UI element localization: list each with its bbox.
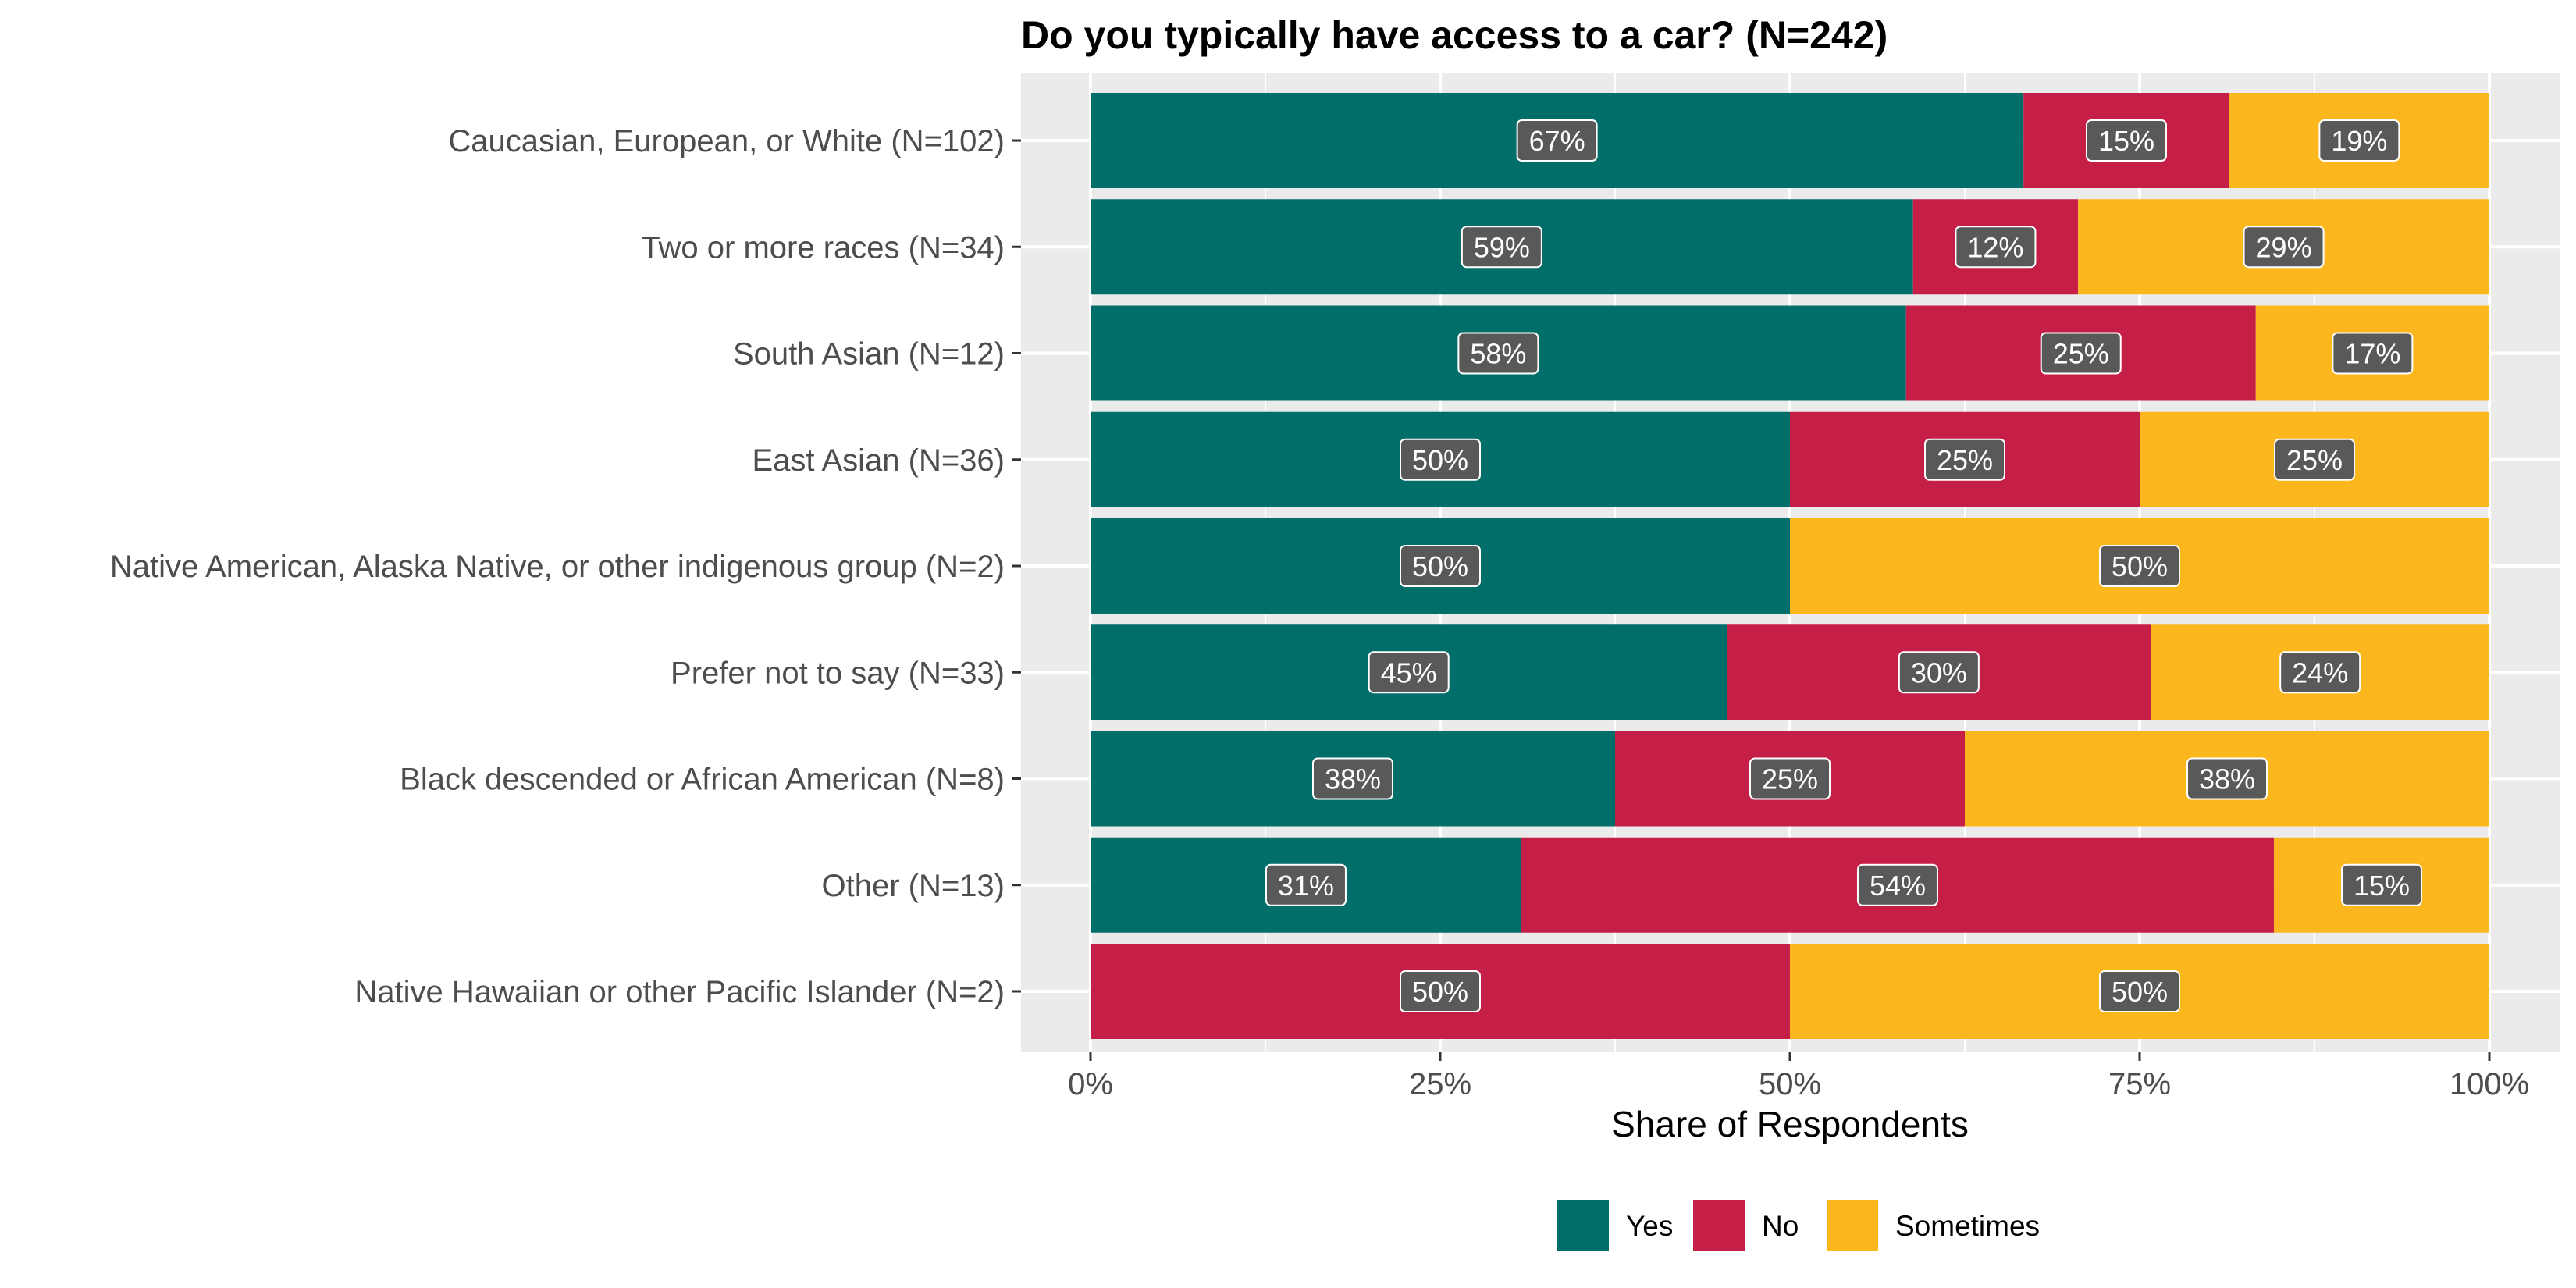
data-label: 25% [1762, 763, 1818, 795]
category-label: Native American, Alaska Native, or other… [110, 550, 1005, 584]
data-label-box [1265, 863, 1347, 906]
data-label-box [1924, 438, 2005, 481]
category-label: East Asian (N=36) [753, 443, 1005, 478]
x-tick-label: 75% [2108, 1067, 2171, 1101]
category-label: Native Hawaiian or other Pacific Islande… [354, 975, 1005, 1009]
data-label-box [2341, 863, 2423, 906]
data-label: 31% [1278, 870, 1334, 902]
data-label-box [2186, 757, 2268, 800]
legend: Yes No Sometimes [1557, 1200, 2040, 1251]
data-label-box [1368, 651, 1450, 694]
data-label-box [2099, 545, 2180, 587]
legend-swatch [1693, 1200, 1745, 1251]
legend-swatch [1827, 1200, 1878, 1251]
data-label: 30% [1911, 656, 1967, 688]
data-label-box [1461, 226, 1542, 269]
category-label: South Asian (N=12) [733, 337, 1005, 372]
data-label: 29% [2256, 231, 2312, 263]
data-label: 50% [1412, 550, 1468, 582]
x-tick-label: 25% [1409, 1067, 1471, 1101]
data-label-box [1457, 332, 1539, 375]
legend-swatch [1557, 1200, 1609, 1251]
data-label: 24% [2292, 656, 2348, 688]
x-tick-label: 100% [2450, 1067, 2529, 1101]
data-label: 12% [1967, 231, 2023, 263]
category-label: Black descended or African American (N=8… [400, 763, 1005, 797]
legend-label: Yes [1626, 1210, 1673, 1242]
data-label: 38% [2199, 763, 2255, 795]
data-label: 38% [1325, 763, 1381, 795]
data-label-box [1516, 119, 1598, 162]
data-label: 17% [2344, 338, 2400, 370]
data-label-box [1898, 651, 1980, 694]
data-label-box [2274, 438, 2355, 481]
category-label: Prefer not to say (N=33) [671, 656, 1005, 690]
data-label: 67% [1529, 125, 1585, 157]
data-label-box [1312, 757, 1393, 800]
data-label: 58% [1470, 338, 1526, 370]
data-label: 50% [1412, 976, 1468, 1008]
category-label: Two or more races (N=34) [641, 230, 1005, 265]
data-label-box [2318, 119, 2400, 162]
x-tick-label: 50% [1759, 1067, 1821, 1101]
data-label-box [2040, 332, 2122, 375]
data-label-box [2279, 651, 2361, 694]
data-label: 25% [2286, 444, 2343, 476]
data-label-box [2099, 970, 2180, 1012]
x-axis: 0% 25% 50% 75% 100% [1068, 1052, 2529, 1101]
data-label-box [1400, 438, 1481, 481]
data-label: 25% [1937, 444, 1993, 476]
data-label: 45% [1381, 656, 1437, 688]
data-label-box [1400, 545, 1481, 587]
category-label: Other (N=13) [821, 869, 1005, 903]
data-label: 50% [2112, 550, 2168, 582]
y-axis: Caucasian, European, or White (N=102) Two… [110, 124, 1021, 1009]
data-label: 19% [2331, 125, 2387, 157]
x-tick-label: 0% [1068, 1067, 1113, 1101]
data-label: 50% [1412, 444, 1468, 476]
data-label-box [1955, 226, 2037, 269]
data-label: 15% [2354, 870, 2410, 902]
x-axis-title: Share of Respondents [1611, 1104, 1969, 1144]
category-label: Caucasian, European, or White (N=102) [448, 124, 1005, 158]
data-label-box [2085, 119, 2167, 162]
chart-title: Do you typically have access to a car? (… [1021, 13, 1888, 57]
data-label: 25% [2053, 338, 2109, 370]
data-label: 54% [1870, 870, 1926, 902]
data-label-box [1400, 970, 1481, 1012]
data-labels: 67% 15% 19% 59% 12% 29% 58% 25% 17% 50% 25% 25% 50% 5… [1265, 119, 2423, 1012]
data-label: 59% [1474, 231, 1530, 263]
data-label-box [2243, 226, 2325, 269]
bars [1091, 93, 2489, 1039]
data-label: 50% [2112, 976, 2168, 1008]
data-label-box [1856, 863, 1938, 906]
data-label-box [2332, 332, 2414, 375]
data-label: 15% [2098, 125, 2154, 157]
legend-label: No [1762, 1210, 1799, 1242]
legend-label: Sometimes [1895, 1210, 2040, 1242]
data-label-box [1749, 757, 1831, 800]
